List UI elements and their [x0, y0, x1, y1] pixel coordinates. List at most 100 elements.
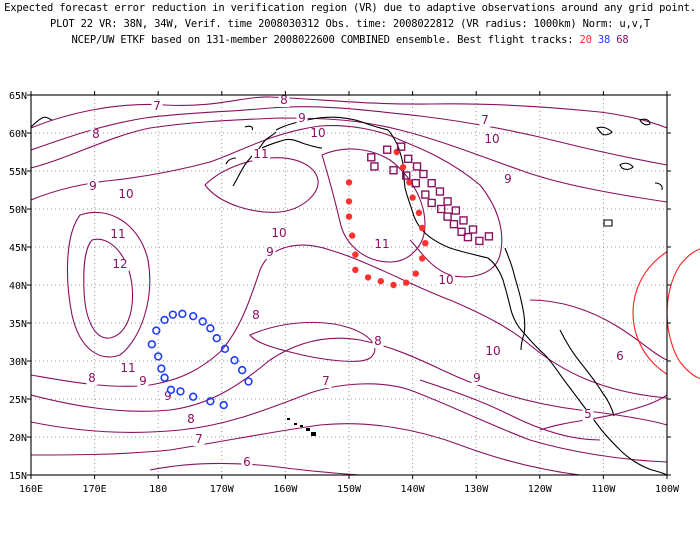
track-20-marker	[399, 164, 407, 171]
track-68-marker	[427, 198, 436, 208]
contour-label-bg	[372, 336, 384, 348]
track-38-marker	[154, 352, 163, 361]
track-68-marker	[412, 162, 422, 171]
contour-label: 8	[374, 334, 382, 348]
track-38-marker	[152, 326, 161, 335]
longitude-label: 160W	[273, 484, 298, 495]
contour-label: 7	[481, 113, 489, 127]
contour-label: 7	[195, 432, 203, 446]
longitude-label: 140W	[401, 484, 426, 495]
longitude-label: 160E	[19, 484, 43, 495]
track-68-marker	[411, 178, 420, 188]
contour-label: 11	[374, 237, 389, 251]
track-68-label: 68	[616, 34, 629, 46]
track-20-marker	[415, 209, 423, 216]
track-38-marker	[176, 387, 185, 396]
longitude-label: 150W	[337, 484, 362, 495]
track-68-marker	[396, 142, 406, 151]
track-38-marker	[198, 317, 207, 326]
track-38-marker	[160, 315, 169, 325]
track-68-marker	[435, 187, 445, 196]
contour-label: 12	[112, 257, 127, 271]
track-38-marker	[188, 392, 198, 401]
latitude-label: 65N	[9, 91, 27, 102]
track-38-marker	[157, 364, 166, 373]
track-38-marker	[220, 344, 230, 354]
map-title-line-3: NCEP/UW ETKF based on 131-member 2008022…	[0, 34, 700, 46]
title-line-3-text: NCEP/UW ETKF based on 131-member 2008022…	[71, 34, 580, 46]
track-68-marker	[449, 219, 459, 229]
latitude-label: 35N	[9, 319, 27, 330]
track-20-marker	[412, 270, 419, 277]
track-68-marker	[437, 204, 446, 214]
track-68-marker	[370, 162, 379, 171]
contour-label-bg	[309, 128, 327, 140]
contour-label-bg	[90, 129, 102, 141]
track-68-marker	[443, 197, 452, 206]
longitude-labels: 160E 170E 180 170W 160W 150W 140W 130W 120W 110W 1…	[19, 484, 680, 495]
contour-label: 8	[88, 371, 96, 385]
contour-label: 8	[187, 412, 195, 426]
contour-label-bg	[502, 174, 514, 186]
contour-label-bg	[193, 434, 205, 446]
latitude-labels: 65N 60N 55N 50N 45N 40N 35N 30N 25N 20N 15N	[9, 91, 27, 482]
track-68-marker	[389, 166, 398, 175]
contour-label-bg	[278, 95, 290, 107]
track-20-marker	[403, 279, 410, 286]
contour-label: 8	[252, 308, 260, 322]
track-68-marker	[468, 225, 478, 234]
contour-label-bg	[582, 409, 594, 421]
contour-label: 7	[153, 99, 161, 113]
map-title-line-2: PLOT 22 VR: 38N, 34W, Verif. time 200803…	[50, 18, 650, 30]
track-38-marker	[237, 365, 247, 375]
track-68-marker	[484, 232, 494, 241]
track-20-marker	[418, 224, 426, 232]
track-20-marker	[409, 194, 416, 201]
longitude-label: 110W	[591, 484, 616, 495]
contour-label: 8	[280, 93, 288, 107]
latitude-label: 40N	[9, 281, 27, 292]
contour-label: 9	[266, 245, 274, 259]
contour-label-bg	[151, 101, 163, 113]
contour-label: 10	[484, 132, 499, 146]
track-68-marker	[443, 212, 452, 221]
contour-label-bg	[264, 247, 276, 259]
contour-label: 10	[271, 226, 286, 240]
track-20-marker	[364, 274, 372, 281]
contour-label: 6	[243, 455, 251, 469]
latitude-label: 55N	[9, 167, 27, 178]
contour-label-bg	[87, 181, 99, 193]
track-20-marker	[345, 198, 353, 205]
contour-label: 9	[298, 111, 306, 125]
contour-label-bg	[185, 414, 197, 426]
longitude-label: 170W	[210, 484, 235, 495]
latitude-label: 45N	[9, 243, 27, 254]
contour-label-bg	[119, 363, 137, 375]
contour-label: 11	[110, 227, 125, 241]
track-68-marker	[382, 145, 392, 154]
contour-label-bg	[109, 229, 127, 241]
verification-region-circle	[632, 251, 667, 375]
track-68-marker	[459, 216, 468, 225]
track-20-marker	[390, 281, 397, 289]
latitude-label: 25N	[9, 395, 27, 406]
track-38-marker	[212, 334, 221, 343]
contour-lines	[31, 96, 667, 475]
contour-label-bg	[250, 310, 262, 322]
contour-label-bg	[479, 115, 491, 127]
latitude-label: 15N	[9, 471, 27, 482]
longitude-label: 130W	[464, 484, 489, 495]
latitude-label: 30N	[9, 357, 27, 368]
track-38-marker	[178, 309, 187, 319]
contour-label: 9	[504, 172, 512, 186]
latitude-label: 20N	[9, 433, 27, 444]
track-38-marker	[188, 311, 198, 321]
contour-label-bg	[296, 113, 308, 125]
latitude-label: 50N	[9, 205, 27, 216]
contour-label: 9	[473, 371, 481, 385]
verification-region-circle-outer	[666, 248, 700, 314]
latitude-label: 60N	[9, 129, 27, 140]
contour-label: 10	[310, 126, 325, 140]
